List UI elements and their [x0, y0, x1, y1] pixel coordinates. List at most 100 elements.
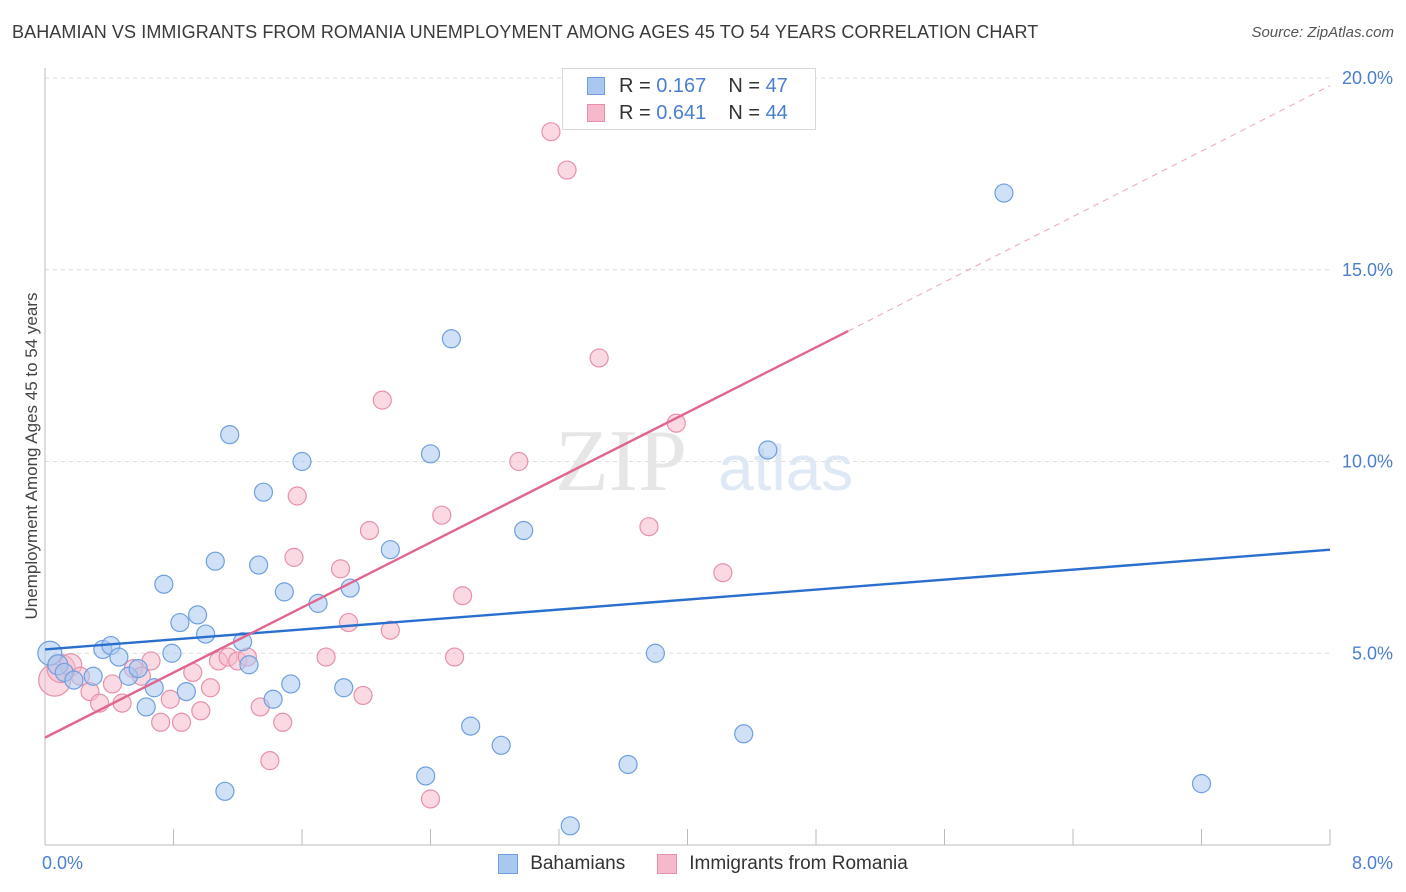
romania-point: [160, 689, 180, 709]
bahamian-point: [618, 754, 638, 775]
y-tick-label: 5.0%: [1352, 643, 1393, 663]
bahamian-point: [128, 658, 148, 679]
legend-n-value: 44: [765, 101, 788, 124]
bahamian-point: [239, 655, 259, 675]
y-tick-label: 20.0%: [1342, 68, 1393, 88]
gridlines: [45, 77, 1330, 654]
legend-swatch-pink: [587, 104, 605, 122]
bahamian-point: [1191, 774, 1212, 794]
bahamian-point: [994, 183, 1014, 203]
romania-point: [191, 701, 211, 721]
romania-point: [151, 712, 171, 732]
bahamian-point: [734, 724, 754, 744]
legend-n-value: 47: [765, 74, 788, 97]
romania-point: [287, 486, 307, 506]
y-tick-label: 15.0%: [1342, 260, 1393, 280]
romania-point: [359, 520, 380, 541]
romania-point: [380, 620, 400, 640]
romania-point: [509, 451, 529, 472]
bahamian-point: [441, 329, 461, 349]
watermark-zip: ZIP: [555, 413, 687, 510]
bahamian-point: [491, 735, 511, 755]
romania-trend-line: [44, 330, 849, 739]
bahamian-point: [136, 697, 156, 717]
romania-point: [444, 647, 465, 667]
bahamian-point: [340, 578, 360, 598]
romania-point: [284, 547, 304, 567]
bahamian-point: [560, 816, 580, 836]
bahamian-point: [83, 666, 103, 686]
bahamian-point: [187, 605, 208, 625]
romania-trend-extension: [847, 85, 1331, 332]
legend-r-label: R =: [619, 74, 651, 97]
legend-n-label: N =: [728, 74, 760, 97]
bahamian-point: [162, 643, 182, 663]
legend-box: R = 0.167 N = 47 R = 0.641 N = 44: [562, 68, 816, 130]
romania-point: [338, 612, 359, 633]
romania-point: [200, 678, 221, 698]
legend-row-romania: R = 0.641 N = 44: [587, 100, 788, 126]
x-tick-label: 8.0%: [1352, 853, 1393, 873]
bahamian-trend-line: [44, 548, 1331, 651]
romania-point: [557, 160, 577, 180]
romania-point: [260, 751, 280, 771]
romania-point: [589, 348, 609, 368]
legend-r-label: R =: [619, 101, 651, 124]
source-label: Source: ZipAtlas.com: [1251, 24, 1394, 41]
bahamian-point: [249, 555, 269, 575]
legend-item-bahamians[interactable]: Bahamians: [498, 853, 625, 875]
romania-point: [541, 122, 561, 142]
legend-row-bahamians: R = 0.167 N = 47: [587, 73, 788, 99]
romania-point: [353, 685, 373, 706]
blue-points: [37, 183, 1212, 836]
bahamian-point: [645, 643, 665, 663]
series-legend: Bahamians Immigrants from Romania: [0, 852, 1406, 876]
trend-lines: [44, 85, 1331, 739]
chart-title: BAHAMIAN VS IMMIGRANTS FROM ROMANIA UNEM…: [12, 22, 1039, 42]
legend-r-value: 0.167: [656, 74, 707, 97]
legend-n-label: N =: [728, 101, 760, 124]
bahamian-point: [758, 440, 778, 460]
x-tick-label: 0.0%: [42, 853, 83, 873]
bahamian-point: [420, 444, 441, 464]
romania-point: [330, 559, 351, 579]
bahamian-point: [274, 582, 294, 602]
romania-point: [420, 789, 441, 809]
bahamian-point: [220, 425, 240, 445]
watermark: ZIP atlas: [555, 413, 853, 510]
bahamian-point: [253, 482, 274, 502]
romania-point: [372, 390, 392, 410]
axes: [44, 68, 1331, 846]
bahamian-point: [176, 681, 196, 702]
bahamian-point: [64, 670, 84, 690]
bahamian-point: [514, 520, 534, 541]
bahamian-point: [154, 574, 174, 594]
romania-point: [713, 563, 733, 583]
y-tick-label: 10.0%: [1342, 452, 1393, 472]
bahamian-point: [263, 689, 283, 709]
watermark-atlas: atlas: [718, 432, 853, 504]
romania-point: [639, 517, 659, 537]
bahamian-point: [170, 612, 190, 633]
bahamian-point: [292, 451, 312, 472]
bahamian-point: [109, 647, 129, 667]
romania-point: [316, 647, 336, 667]
legend-swatch-blue: [587, 77, 605, 95]
romania-point: [432, 505, 452, 525]
bahamian-point: [205, 551, 225, 571]
legend-item-romania[interactable]: Immigrants from Romania: [657, 853, 908, 875]
romania-point: [273, 712, 293, 732]
tick-labels: 5.0% 10.0% 15.0% 20.0% 0.0% 8.0%: [42, 68, 1393, 873]
bahamian-point: [461, 716, 481, 736]
bahamian-point: [334, 678, 354, 698]
bahamian-point: [416, 766, 436, 786]
bahamian-point: [281, 674, 301, 694]
bahamian-point: [215, 781, 235, 801]
legend-label: Immigrants from Romania: [689, 853, 908, 874]
romania-point: [102, 674, 123, 694]
bahamian-point: [196, 624, 216, 644]
legend-label: Bahamians: [530, 853, 626, 874]
bahamian-point: [380, 540, 400, 560]
romania-point: [453, 586, 473, 606]
